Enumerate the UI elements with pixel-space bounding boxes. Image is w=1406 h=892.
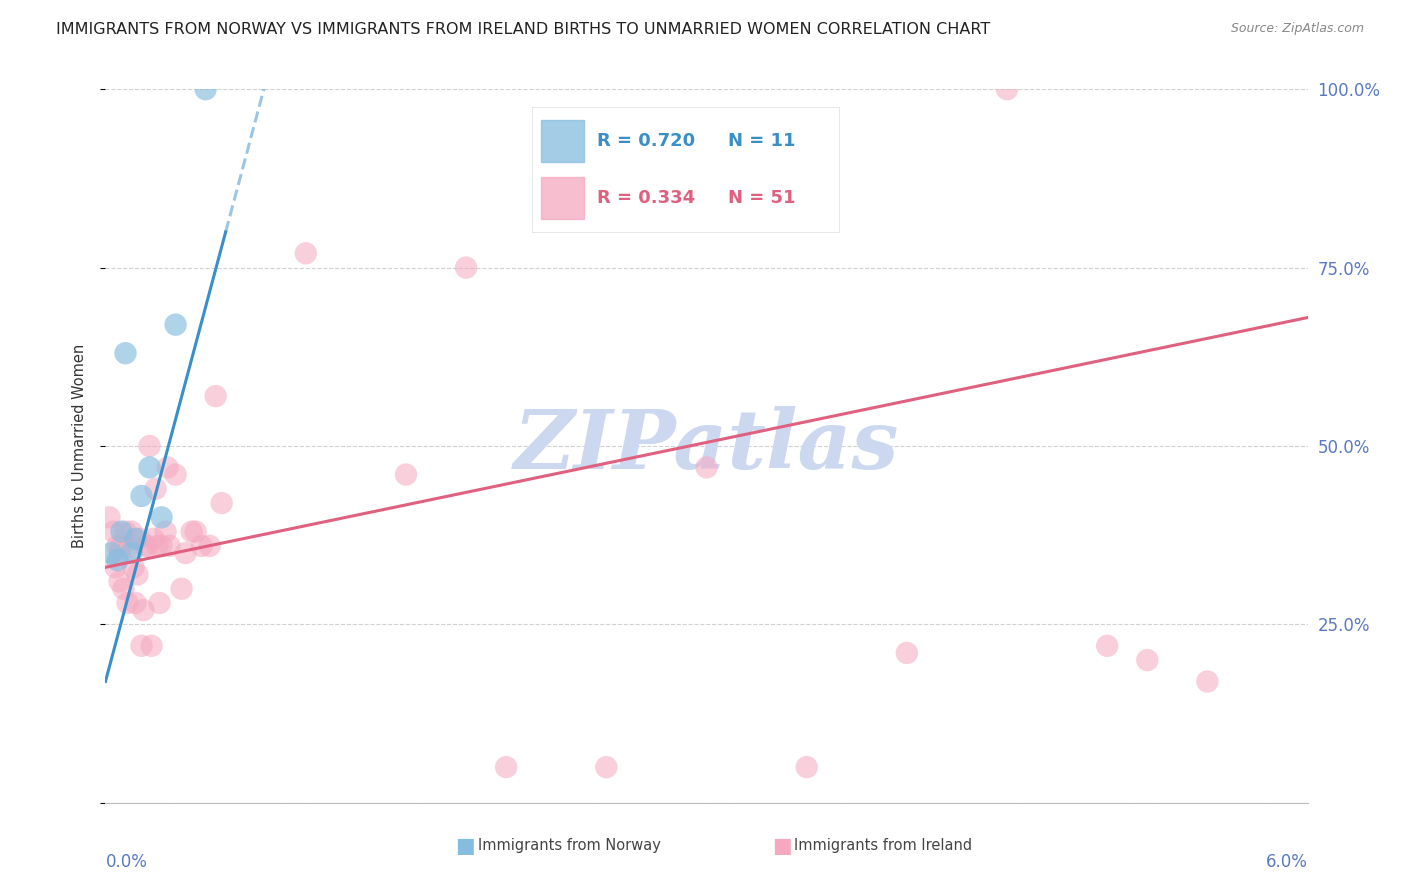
Point bbox=[150, 539, 173, 553]
Point bbox=[132, 603, 155, 617]
Text: Source: ZipAtlas.com: Source: ZipAtlas.com bbox=[1230, 22, 1364, 36]
Point bbox=[110, 524, 132, 539]
Point bbox=[1197, 674, 1219, 689]
Point bbox=[145, 482, 167, 496]
Point bbox=[100, 546, 122, 560]
Point bbox=[110, 539, 132, 553]
Point bbox=[114, 346, 136, 360]
Point bbox=[454, 260, 477, 275]
Point bbox=[131, 489, 153, 503]
Point bbox=[204, 389, 226, 403]
Point bbox=[104, 560, 127, 574]
Point bbox=[124, 596, 146, 610]
Point bbox=[595, 760, 617, 774]
Point bbox=[211, 496, 233, 510]
Point bbox=[150, 510, 173, 524]
Point bbox=[184, 524, 207, 539]
Text: ■: ■ bbox=[456, 836, 475, 855]
Point bbox=[142, 532, 165, 546]
Point bbox=[127, 567, 149, 582]
Text: Immigrants from Norway: Immigrants from Norway bbox=[478, 838, 661, 853]
Point bbox=[103, 524, 125, 539]
Point bbox=[131, 639, 153, 653]
Point bbox=[121, 524, 143, 539]
Point bbox=[495, 760, 517, 774]
Point bbox=[124, 532, 146, 546]
Point bbox=[121, 546, 143, 560]
Point bbox=[108, 574, 131, 589]
Point bbox=[995, 82, 1018, 96]
Point bbox=[170, 582, 193, 596]
Point bbox=[107, 553, 129, 567]
Text: 0.0%: 0.0% bbox=[105, 853, 148, 871]
Point bbox=[136, 539, 159, 553]
Point bbox=[1136, 653, 1159, 667]
Point bbox=[395, 467, 418, 482]
Point bbox=[194, 82, 217, 96]
Point bbox=[156, 460, 179, 475]
Point bbox=[138, 439, 160, 453]
Point bbox=[174, 546, 197, 560]
Point bbox=[165, 318, 187, 332]
Point bbox=[198, 539, 221, 553]
Point bbox=[107, 539, 129, 553]
Point bbox=[796, 760, 818, 774]
Point bbox=[294, 246, 316, 260]
Point bbox=[98, 510, 121, 524]
Point bbox=[108, 546, 131, 560]
Point bbox=[146, 539, 169, 553]
Point bbox=[135, 539, 157, 553]
Text: ZIPatlas: ZIPatlas bbox=[513, 406, 900, 486]
Point bbox=[1097, 639, 1119, 653]
Point bbox=[180, 524, 202, 539]
Text: ■: ■ bbox=[772, 836, 792, 855]
Y-axis label: Births to Unmarried Women: Births to Unmarried Women bbox=[72, 344, 87, 548]
Text: Immigrants from Ireland: Immigrants from Ireland bbox=[794, 838, 973, 853]
Point bbox=[159, 539, 181, 553]
Point bbox=[112, 582, 135, 596]
Text: 6.0%: 6.0% bbox=[1265, 853, 1308, 871]
Point bbox=[896, 646, 918, 660]
Point bbox=[695, 460, 717, 475]
Point bbox=[141, 639, 163, 653]
Text: IMMIGRANTS FROM NORWAY VS IMMIGRANTS FROM IRELAND BIRTHS TO UNMARRIED WOMEN CORR: IMMIGRANTS FROM NORWAY VS IMMIGRANTS FRO… bbox=[56, 22, 990, 37]
Point bbox=[122, 560, 145, 574]
Point bbox=[155, 524, 177, 539]
Point bbox=[118, 539, 141, 553]
Point bbox=[117, 596, 139, 610]
Point bbox=[138, 460, 160, 475]
Point bbox=[190, 539, 212, 553]
Point bbox=[114, 524, 136, 539]
Point bbox=[165, 467, 187, 482]
Point bbox=[148, 596, 170, 610]
Point bbox=[128, 532, 150, 546]
